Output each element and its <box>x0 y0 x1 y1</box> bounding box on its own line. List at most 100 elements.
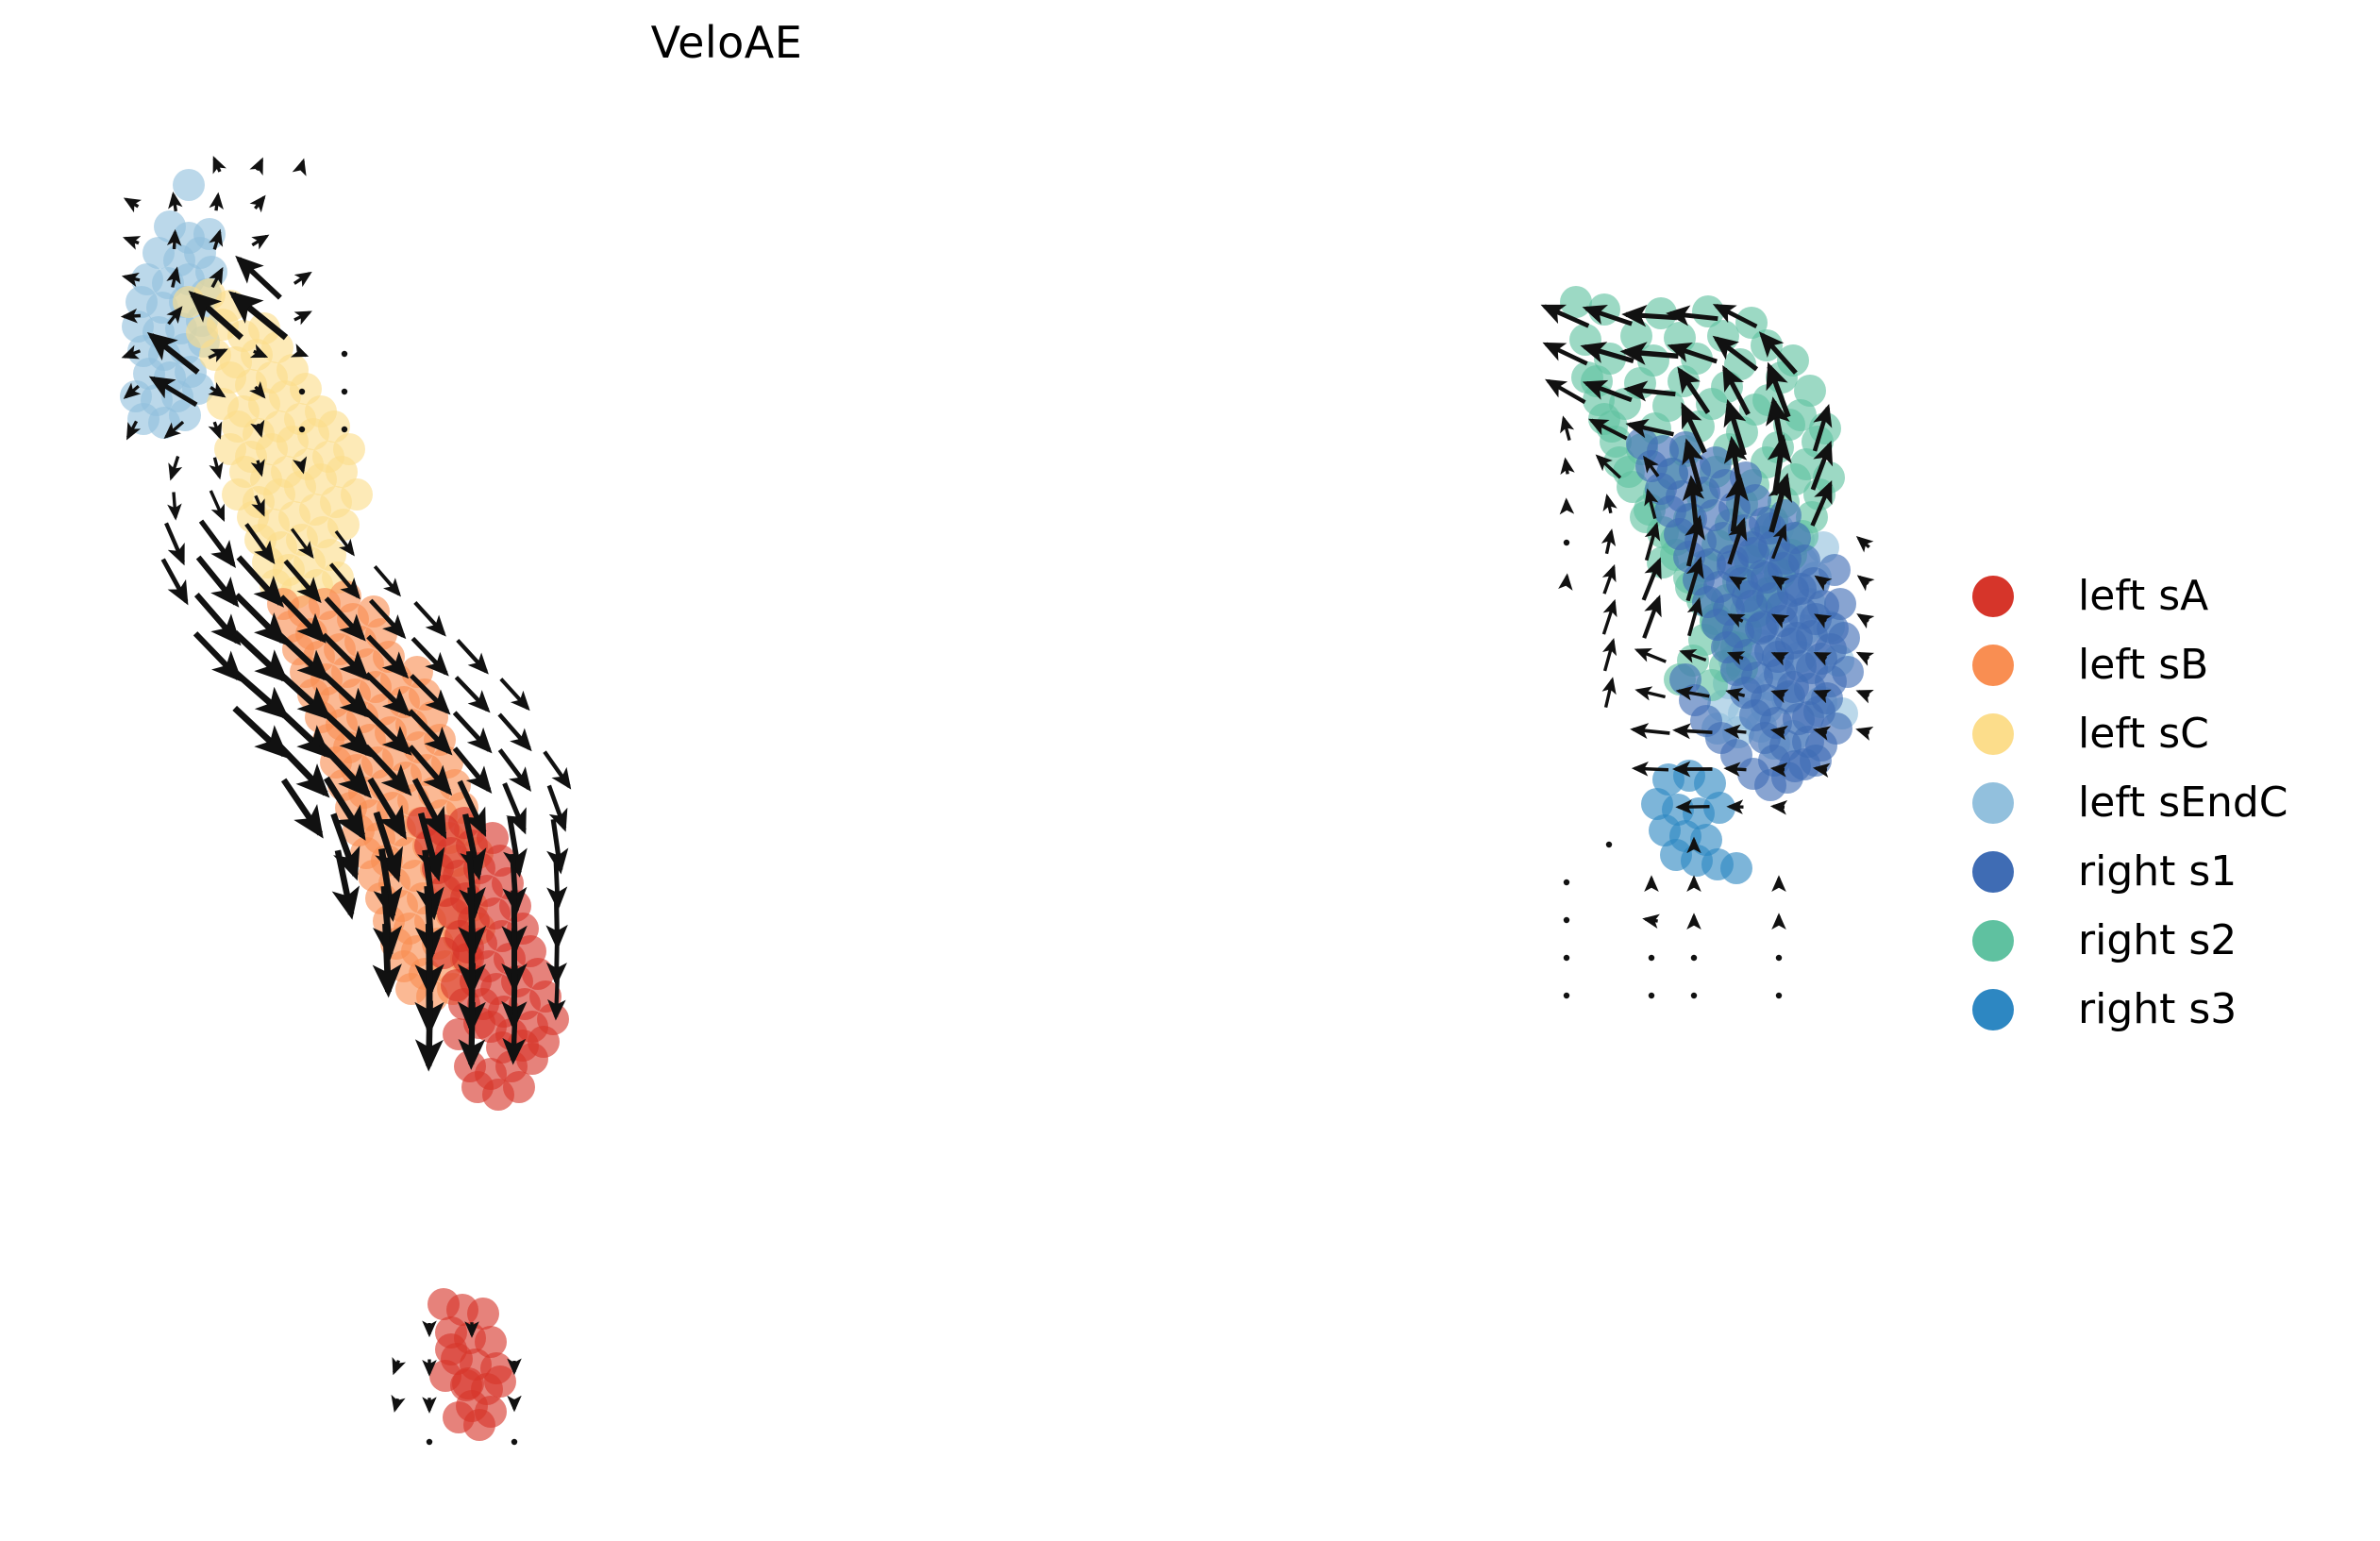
velocity-arrow <box>164 522 185 566</box>
velocity-arrow <box>328 562 361 600</box>
velocity-arrow <box>1769 762 1788 778</box>
legend-swatch-icon <box>1972 988 2014 1030</box>
legend-item[interactable]: left sEndC <box>1972 768 2369 837</box>
velocity-arrow <box>1712 304 1758 328</box>
velocity-arrow <box>208 421 223 440</box>
velocity-arrow <box>1771 575 1790 592</box>
velocity-arrow <box>209 266 224 289</box>
scatter-point <box>1832 656 1864 688</box>
velocity-arrow <box>167 492 182 521</box>
scatter-group <box>1641 760 1752 884</box>
velocity-arrow <box>1542 342 1588 366</box>
velocity-arrow <box>1601 563 1617 595</box>
velocity-arrow <box>232 629 289 683</box>
velocity-arrow <box>146 332 200 375</box>
velocity-arrow <box>1855 651 1875 666</box>
velocity-arrow <box>391 1394 406 1413</box>
velocity-arrow <box>1631 762 1669 777</box>
legend-item-label: right s2 <box>2078 915 2238 964</box>
velocity-arrow <box>1769 725 1788 741</box>
velocity-arrow <box>1770 652 1789 666</box>
velocity-arrow <box>1856 575 1875 592</box>
legend-item[interactable]: right s2 <box>1972 906 2369 975</box>
legend-item-label: left sEndC <box>2078 778 2288 827</box>
velocity-arrow <box>168 191 183 212</box>
velocity-arrow <box>212 156 226 175</box>
velocity-arrow <box>452 746 493 794</box>
legend-item[interactable]: right s3 <box>1972 975 2369 1044</box>
velocity-arrow <box>1770 613 1790 628</box>
scatter-point <box>1794 375 1826 407</box>
legend-item[interactable]: left sB <box>1972 630 2369 699</box>
velocity-arrow <box>1727 651 1746 665</box>
velocity-arrow-dot <box>1648 992 1655 999</box>
velocity-arrow <box>1630 723 1670 740</box>
velocity-arrow <box>121 272 141 288</box>
velocity-arrow-dot <box>1775 992 1783 999</box>
velocity-arrow <box>366 634 410 679</box>
scatter-point <box>341 478 373 511</box>
velocity-arrow <box>1560 457 1575 476</box>
velocity-arrow <box>1595 454 1622 479</box>
velocity-arrow <box>1621 304 1678 327</box>
velocity-arrow <box>1675 685 1710 701</box>
velocity-arrow <box>1768 472 1793 533</box>
velocity-arrow <box>499 678 530 712</box>
velocity-arrow <box>209 490 226 522</box>
velocity-arrow <box>275 705 331 759</box>
legend-item[interactable]: left sC <box>1972 699 2369 768</box>
velocity-arrow <box>1672 723 1713 740</box>
velocity-arrow <box>168 456 183 481</box>
velocity-arrow <box>250 419 265 438</box>
velocity-arrow <box>1856 613 1875 629</box>
velocity-arrow <box>193 631 243 682</box>
velocity-arrow <box>373 811 403 883</box>
velocity-arrow <box>546 784 568 832</box>
velocity-arrow <box>290 343 310 358</box>
velocity-arrow <box>373 565 402 597</box>
velocity-arrow <box>318 742 372 798</box>
velocity-arrow-dot <box>1648 954 1655 962</box>
velocity-arrow <box>1587 418 1628 441</box>
velocity-arrow <box>276 742 330 798</box>
velocity-arrow <box>1855 726 1874 741</box>
velocity-arrow <box>251 494 265 517</box>
velocity-arrow <box>460 813 487 881</box>
scatter-point <box>1828 622 1860 654</box>
velocity-arrow <box>228 291 289 341</box>
velocity-arrow <box>1540 304 1590 328</box>
velocity-arrow <box>1560 415 1575 442</box>
legend-item[interactable]: right s1 <box>1972 837 2369 906</box>
velocity-arrow <box>1686 596 1703 637</box>
velocity-arrow <box>1644 521 1661 561</box>
velocity-arrow <box>331 849 360 920</box>
velocity-arrow <box>280 778 324 839</box>
velocity-arrow <box>373 847 403 922</box>
velocity-arrow <box>1712 335 1759 372</box>
legend-item[interactable]: left sA <box>1972 561 2369 630</box>
velocity-arrow <box>1641 557 1662 601</box>
velocity-arrow <box>413 600 446 637</box>
velocity-arrow <box>1623 380 1676 402</box>
velocity-arrow <box>293 456 308 475</box>
velocity-arrow <box>1634 648 1667 663</box>
velocity-arrow <box>249 343 269 359</box>
velocity-arrow <box>1758 331 1798 375</box>
velocity-arrow <box>251 234 270 250</box>
velocity-arrow <box>1679 648 1707 663</box>
velocity-arrow <box>1813 651 1832 666</box>
velocity-arrow <box>456 638 489 675</box>
velocity-arrow <box>502 782 527 835</box>
velocity-arrow <box>1644 488 1659 519</box>
scatter-point <box>326 456 358 488</box>
velocity-arrow <box>274 668 332 721</box>
scatter-point <box>1707 320 1739 352</box>
velocity-arrow <box>236 555 285 608</box>
velocity-arrow <box>292 158 307 176</box>
velocity-arrow <box>293 310 312 326</box>
velocity-arrow <box>1643 455 1660 477</box>
velocity-arrow-dot <box>1775 954 1783 962</box>
velocity-arrow <box>452 711 493 754</box>
